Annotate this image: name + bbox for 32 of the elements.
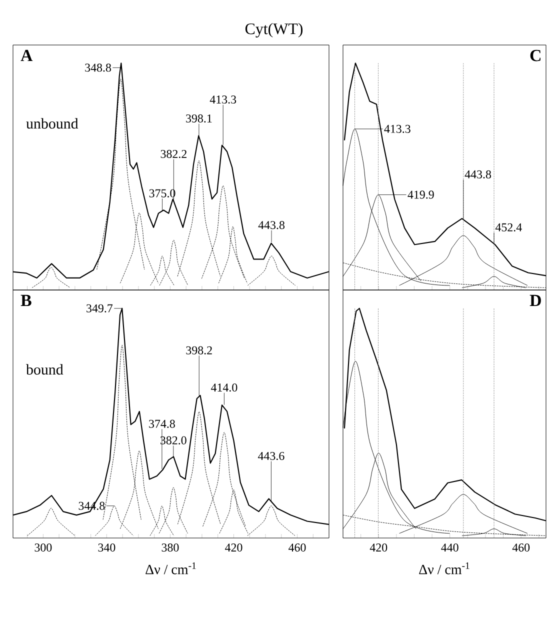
chart-subtitle: C [530, 50, 540, 62]
annotation: 398.1 [186, 114, 212, 123]
annotation: 414.0 [210, 383, 238, 392]
chart-subtitle: A [20, 50, 33, 62]
annotation: 419.9 [408, 190, 434, 199]
annotation: 349.7 [86, 304, 113, 312]
chart-subtitle: D [530, 294, 541, 306]
x-tick-label: 420 [224, 544, 242, 552]
annotation: 443.6 [258, 452, 284, 460]
annotation: 452.4 [495, 223, 522, 232]
x-axis-title: Δν / cm$^{-1}$ [146, 562, 196, 574]
annotation: 382.0 [160, 436, 186, 444]
annotation: 443.8 [258, 221, 285, 230]
annotation: 443.8 [464, 170, 492, 178]
x-tick-label: 300 [34, 544, 52, 552]
annotation: 398.2 [186, 346, 212, 354]
annotation: unbound [26, 118, 78, 129]
x-axis-title: Δν / cm$^{-1}$ [419, 562, 470, 574]
annotation: 413.3 [384, 124, 410, 133]
annotation: bound [26, 364, 64, 375]
x-tick-label: 440 [441, 544, 458, 552]
chart-title: Cyt(WT) [245, 22, 303, 38]
x-tick-label: 460 [512, 544, 530, 552]
annotation: 413.3 [210, 96, 236, 104]
chart-subtitle: B [20, 294, 32, 306]
x-tick-label: 340 [98, 544, 116, 552]
x-tick-label: 420 [370, 544, 388, 552]
annotation: 348.8 [85, 64, 111, 72]
x-tick-label: 380 [162, 544, 179, 552]
annotation: 374.8 [149, 420, 175, 428]
annotation: 382.2 [160, 150, 186, 158]
x-tick-label: 460 [288, 544, 306, 552]
